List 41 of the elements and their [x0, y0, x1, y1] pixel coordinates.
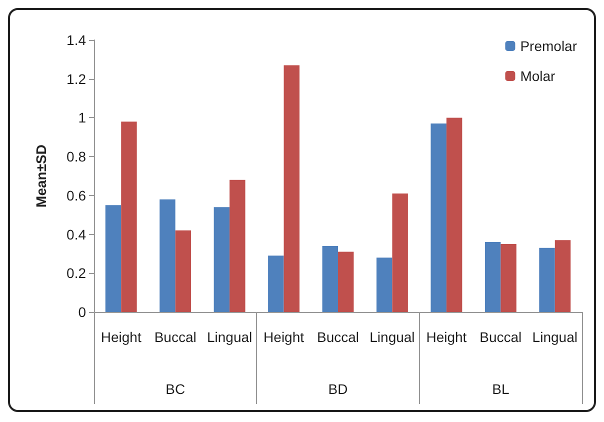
bar [230, 180, 246, 312]
bar [500, 244, 516, 312]
y-tick-label: 0.4 [66, 226, 86, 242]
x-tick-label: Lingual [370, 329, 415, 345]
y-tick-label: 0.8 [66, 148, 86, 165]
x-tick-label: Lingual [206, 329, 252, 345]
bar [376, 258, 392, 312]
bar [484, 242, 501, 312]
bar [539, 248, 555, 312]
bar [554, 240, 571, 312]
y-tick-label: 1.4 [66, 32, 86, 48]
text: BL [492, 381, 510, 397]
bar [214, 207, 230, 312]
bar [175, 230, 192, 312]
bar [338, 252, 354, 312]
bar [392, 193, 408, 312]
y-tick-label: 0 [78, 304, 86, 320]
bar [105, 205, 122, 312]
x-tick-label: Lingual [532, 329, 578, 345]
y-axis-title: Mean±SD [33, 144, 49, 208]
bar [284, 65, 300, 312]
y-tick-label: 1.2 [66, 70, 86, 87]
y-tick-label: 1 [78, 110, 86, 126]
bar [322, 246, 338, 312]
text: BD [328, 381, 348, 397]
x-tick-label: Height [264, 329, 304, 345]
x-tick-label: Buccal [480, 329, 522, 345]
bar [160, 199, 176, 312]
y-tick-label: 0.2 [66, 265, 86, 282]
x-tick-label: Buccal [154, 329, 196, 345]
bar [430, 124, 446, 312]
x-tick-label: Buccal [316, 329, 360, 345]
x-tick-label: Height [426, 329, 467, 345]
legend-label: Premolar [520, 38, 578, 54]
bar [268, 256, 284, 312]
bar [121, 122, 137, 312]
bar [446, 118, 462, 312]
y-tick-label: 0.6 [66, 187, 86, 204]
text: BC [166, 381, 186, 397]
legend-label: Molar [520, 68, 556, 84]
x-tick-label: Height [100, 329, 142, 345]
